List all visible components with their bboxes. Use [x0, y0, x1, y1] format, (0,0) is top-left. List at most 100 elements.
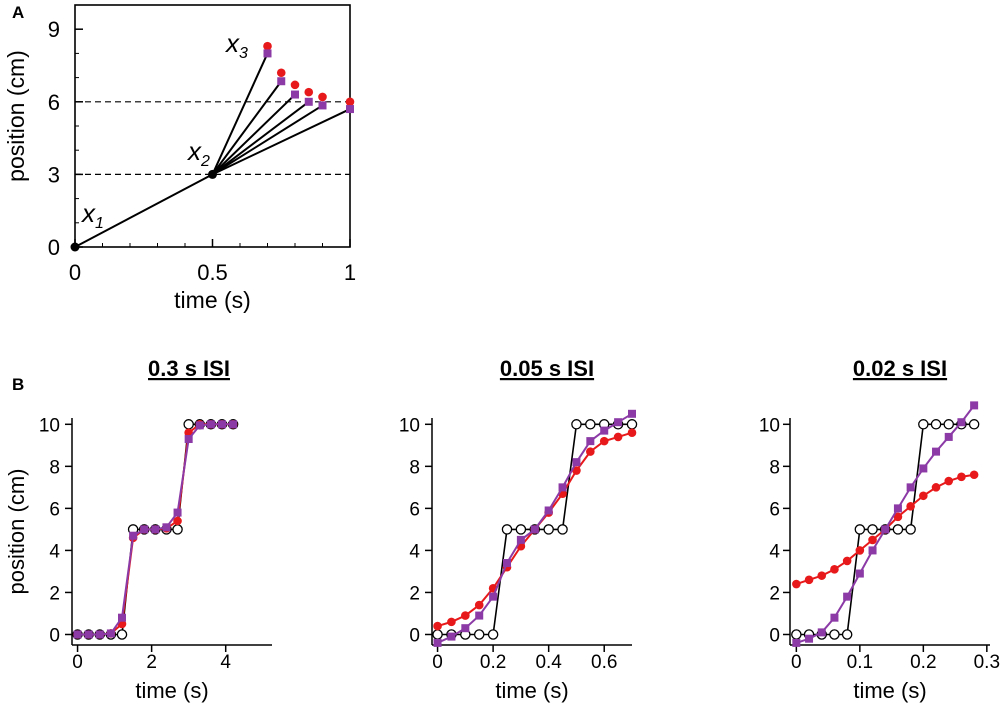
x-axis-label: time (s) [174, 287, 251, 313]
model-point [855, 569, 864, 578]
model-point [195, 421, 204, 430]
observed-point [447, 617, 456, 627]
model-point [184, 435, 193, 444]
series-model [433, 409, 636, 647]
x1-point [70, 242, 80, 252]
model-line [796, 404, 975, 644]
x-tick-label: 0.2 [910, 652, 936, 673]
panel-b-letter: B [12, 375, 24, 394]
fan-line [211, 104, 324, 176]
x2-label: x2 [186, 136, 210, 170]
stimulus-point [543, 524, 554, 535]
fan-line [211, 80, 283, 175]
stimulus-point [930, 419, 942, 430]
observed-point [318, 92, 327, 102]
model-point [970, 401, 979, 410]
model-point [304, 97, 313, 106]
model-point [461, 624, 470, 633]
series-model [792, 401, 979, 647]
model-point [600, 426, 609, 435]
y-tick-label: 6 [409, 499, 420, 520]
x-tick-label: 0 [432, 652, 443, 673]
model-point [95, 630, 104, 639]
model-point [73, 630, 82, 639]
stimulus-point [515, 524, 527, 535]
y-tick-label: 2 [409, 583, 420, 604]
stimulus-point [116, 629, 128, 640]
model-point [944, 432, 953, 441]
observed-point [474, 600, 484, 610]
observed-point [461, 611, 470, 620]
axes: 0 3 6 9 0 0.5 1 [48, 4, 356, 285]
stimulus-point [854, 524, 866, 535]
y-tick-label: 6 [769, 499, 780, 520]
observed-point [599, 436, 609, 446]
model-point [503, 559, 511, 568]
model-point [318, 101, 327, 110]
chart-title: 0.3 s ISI [148, 356, 230, 381]
model-point [919, 464, 928, 473]
observed-point [893, 512, 903, 522]
model-point [489, 592, 498, 601]
stimulus-point [918, 419, 929, 430]
fan-line [211, 93, 296, 176]
model-point [151, 525, 160, 534]
y-tick-label: 6 [49, 499, 60, 520]
model-point [447, 632, 456, 641]
x-tick-label: 0.1 [847, 652, 873, 673]
y-tick-label: 0 [769, 625, 780, 646]
observed-point [572, 466, 581, 475]
model-point [586, 437, 595, 446]
panel-b3-chart: 0 2 4 6 8 10 0 0.1 0.2 0.3 time (s) 0.02 s ISI [759, 356, 1000, 703]
model-point [830, 613, 839, 622]
x-tick-label: 1 [344, 260, 356, 285]
stimulus-point [626, 419, 638, 430]
model-point [530, 525, 539, 534]
stimulus-point [183, 419, 194, 430]
observed-point [304, 87, 314, 97]
y-axis-label: position (cm) [3, 50, 29, 182]
x-tick-label: 0.6 [591, 652, 617, 673]
x-axis-label: time (s) [853, 678, 926, 703]
axes: 0 2 4 6 8 10 0 2 4 [39, 415, 272, 673]
panel-a-chart: 0 3 6 9 0 0.5 1 time (s) position (cm) x1 x2 x3 [3, 4, 356, 313]
model-point [893, 504, 902, 513]
x-tick-label: 0 [69, 260, 81, 285]
y-tick-label: 4 [49, 541, 60, 562]
x-tick-label: 0.4 [535, 652, 562, 673]
observed-point [173, 516, 182, 526]
observed-point [969, 470, 979, 480]
x-tick-label: 2 [146, 652, 157, 673]
x-tick-label: 0.3 [974, 652, 1000, 673]
model-point [558, 483, 567, 492]
observed-point [276, 68, 286, 78]
y-tick-label: 4 [409, 541, 420, 562]
x1-subscript: 1 [95, 215, 104, 232]
stimulus-point [557, 524, 568, 535]
observed-point [830, 565, 839, 574]
observed-point [290, 80, 300, 90]
model-point [868, 546, 877, 555]
series-model [263, 49, 354, 114]
model-point [516, 535, 525, 544]
y-tick-label: 0 [48, 235, 60, 260]
y-tick-label: 9 [48, 17, 60, 42]
model-point [881, 525, 890, 534]
model-point [218, 420, 226, 429]
stimulus-path-line [74, 173, 213, 248]
observed-point [817, 571, 827, 580]
model-point [932, 447, 941, 456]
axes: 0 2 4 6 8 10 0 0.1 0.2 0.3 [759, 415, 1000, 673]
x-tick-label: 0 [791, 652, 802, 673]
model-point [291, 90, 299, 99]
model-point [792, 638, 801, 647]
observed-point [792, 579, 801, 589]
panel-b2-chart: 0 2 4 6 8 10 0 0.2 0.4 0.6 time (s) 0.05 s ISI [399, 356, 638, 703]
stimulus-point [172, 524, 183, 535]
series-observed [263, 41, 355, 107]
stimulus-point [487, 629, 499, 640]
y-tick-label: 10 [759, 415, 780, 436]
y-tick-label: 2 [769, 583, 780, 604]
x1-label: x1 [80, 198, 104, 232]
